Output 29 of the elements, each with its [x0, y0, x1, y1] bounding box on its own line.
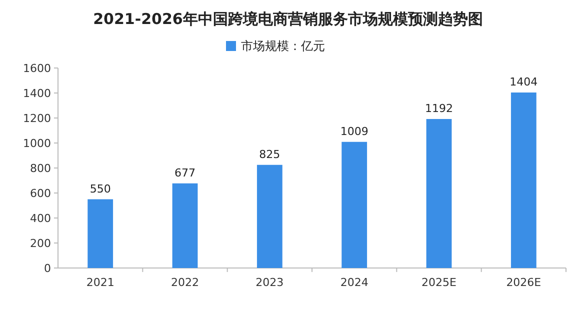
y-tick-label: 200 — [30, 237, 51, 250]
x-tick-label: 2026E — [506, 276, 542, 289]
y-tick-label: 1400 — [23, 87, 51, 100]
bar — [426, 119, 452, 268]
bar — [510, 92, 536, 268]
x-tick-label: 2021 — [86, 276, 114, 289]
x-tick-label: 2025E — [422, 276, 457, 289]
bar — [342, 142, 368, 268]
y-tick-label: 1200 — [23, 112, 51, 125]
data-label: 1192 — [425, 102, 453, 115]
legend-label: 市场规模：亿元 — [241, 39, 325, 53]
chart-title: 2021-2026年中国跨境电商营销服务市场规模预测趋势图 — [93, 10, 483, 28]
bar — [256, 164, 282, 268]
x-tick-label: 2022 — [171, 276, 199, 289]
x-tick-label: 2024 — [340, 276, 368, 289]
data-label: 1404 — [510, 76, 538, 88]
data-label: 677 — [174, 166, 196, 180]
y-tick-label: 400 — [30, 212, 51, 225]
y-tick-label: 1600 — [23, 62, 51, 75]
y-tick-label: 800 — [30, 162, 51, 175]
y-tick-label: 0 — [44, 262, 51, 275]
data-label: 550 — [90, 182, 111, 196]
data-label: 825 — [259, 148, 280, 161]
bar — [88, 199, 114, 268]
bar — [172, 183, 198, 268]
y-tick-label: 1000 — [23, 137, 51, 150]
y-tick-label: 600 — [30, 187, 51, 200]
x-tick-label: 2023 — [256, 276, 284, 289]
data-label: 1009 — [340, 124, 368, 138]
